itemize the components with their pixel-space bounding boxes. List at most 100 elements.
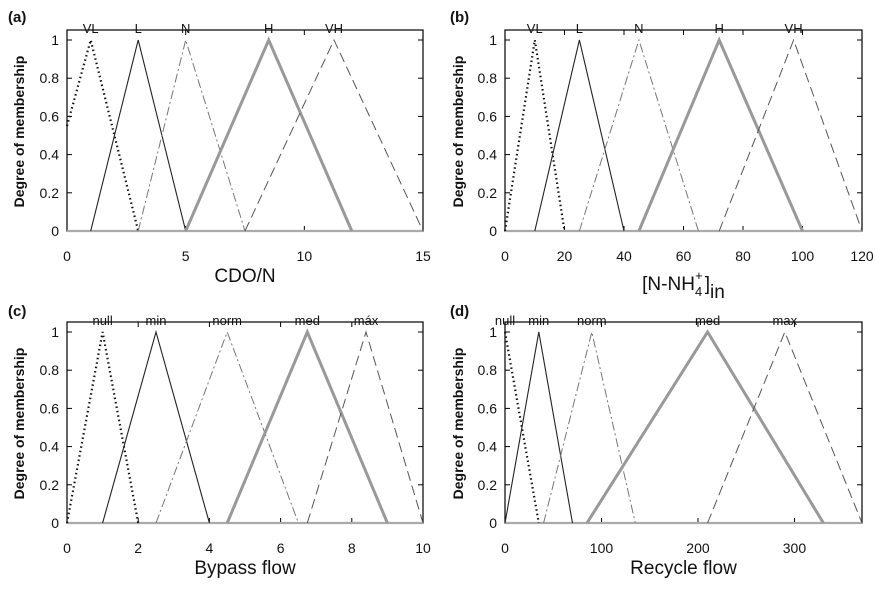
y-tick-label: 1 xyxy=(489,324,497,340)
series-label: med xyxy=(295,313,320,328)
x-tick-label: 100 xyxy=(590,540,614,556)
series-label: N xyxy=(181,21,190,36)
series-l-line xyxy=(90,39,187,232)
y-axis-label: Degree of membership xyxy=(450,348,466,500)
series-vh-line xyxy=(244,38,424,232)
series-h-line xyxy=(184,36,354,232)
x-tick-label: 6 xyxy=(277,540,285,556)
y-tick-label: 0.4 xyxy=(40,439,60,455)
x-tick-label: 120 xyxy=(850,248,874,264)
series-label: VH xyxy=(785,21,803,36)
x-tick-label: 10 xyxy=(415,540,431,556)
series-label: H xyxy=(264,21,273,36)
x-tick-label: 0 xyxy=(501,540,509,556)
series-max-line xyxy=(707,330,863,524)
series-label: med xyxy=(695,313,720,328)
y-tick-label: 1 xyxy=(489,32,497,48)
y-axis-label: Degree of membership xyxy=(11,56,27,208)
panel-label: (d) xyxy=(450,303,469,320)
y-tick-label: 0.6 xyxy=(40,400,60,416)
y-tick-label: 0 xyxy=(51,223,59,239)
x-tick-label: 60 xyxy=(676,248,692,264)
y-axis-label: Degree of membership xyxy=(11,348,27,500)
series-label: null xyxy=(495,313,515,328)
series-label: null xyxy=(92,313,112,328)
y-tick-label: 1 xyxy=(51,324,59,340)
panel-label: (c) xyxy=(8,303,26,320)
series-label: min xyxy=(146,313,167,328)
series-vh-line xyxy=(718,38,863,232)
y-tick-label: 1 xyxy=(51,32,59,48)
y-tick-label: 0.8 xyxy=(40,70,60,86)
series-norm-line xyxy=(543,331,636,524)
y-tick-label: 0.6 xyxy=(40,108,60,124)
y-tick-label: 0 xyxy=(489,515,497,531)
series-l-line xyxy=(534,39,625,232)
x-tick-label: 0 xyxy=(501,248,509,264)
series-h-line xyxy=(637,36,804,232)
x-axis-label: CDO/N xyxy=(214,266,275,287)
y-tick-label: 0.4 xyxy=(40,147,60,163)
series-label: L xyxy=(135,21,142,36)
series-label: VL xyxy=(83,21,99,36)
series-label: norm xyxy=(577,313,607,328)
x-axis-label: [N-NH4+]in xyxy=(642,268,725,303)
x-tick-label: 0 xyxy=(63,248,71,264)
series-vl-line xyxy=(65,35,140,232)
y-tick-label: 0.4 xyxy=(478,439,498,455)
series-label: VL xyxy=(527,21,543,36)
series-med-line xyxy=(225,328,389,524)
y-tick-label: 0.2 xyxy=(478,477,498,493)
x-tick-label: 4 xyxy=(206,540,214,556)
series-label: H xyxy=(715,21,724,36)
y-tick-label: 0 xyxy=(489,223,497,239)
series-med-line xyxy=(585,329,825,524)
panel-b: (b) 0 0.2 0.4 0.6 0.8 1 0 20 40 60 80 100 120 Degree o… xyxy=(450,9,874,303)
series-label: min xyxy=(528,313,549,328)
x-tick-label: 80 xyxy=(735,248,751,264)
x-tick-label: 15 xyxy=(415,248,431,264)
axes-frame xyxy=(66,29,424,232)
series-min-line xyxy=(504,331,574,524)
panel-label: (a) xyxy=(8,9,26,26)
series-label: L xyxy=(576,21,583,36)
panel-label: (b) xyxy=(450,9,469,26)
x-axis-label: Recycle flow xyxy=(630,558,737,579)
series-label: VH xyxy=(325,21,343,36)
x-tick-label: 200 xyxy=(686,540,710,556)
x-tick-label: 20 xyxy=(557,248,573,264)
series-máx-line xyxy=(306,330,424,524)
x-tick-label: 100 xyxy=(791,248,815,264)
axes-frame xyxy=(504,321,863,524)
x-tick-label: 5 xyxy=(182,248,190,264)
series-min-line xyxy=(102,329,210,524)
x-tick-label: 40 xyxy=(616,248,632,264)
y-tick-label: 0.6 xyxy=(478,108,498,124)
y-tick-label: 0.2 xyxy=(478,185,498,201)
series-n-line xyxy=(578,38,699,232)
axes-frame xyxy=(66,321,424,524)
x-tick-label: 300 xyxy=(783,540,807,556)
series-label: N xyxy=(634,21,643,36)
x-axis-label: Bypass flow xyxy=(194,558,296,579)
series-label: norm xyxy=(212,313,242,328)
series-norm-line xyxy=(155,330,299,524)
series-vl-line xyxy=(503,39,566,232)
y-tick-label: 0.8 xyxy=(40,362,60,378)
x-tick-label: 0 xyxy=(63,540,71,556)
series-null-line xyxy=(503,331,540,524)
series-label: máx xyxy=(354,313,379,328)
y-tick-label: 0.6 xyxy=(478,400,498,416)
y-tick-label: 0.8 xyxy=(478,362,498,378)
x-tick-label: 8 xyxy=(348,540,356,556)
y-tick-label: 0.4 xyxy=(478,147,498,163)
series-null-line xyxy=(65,331,140,524)
y-tick-label: 0.8 xyxy=(478,70,498,86)
y-tick-label: 0 xyxy=(51,515,59,531)
series-label: max xyxy=(773,313,798,328)
y-tick-label: 0.2 xyxy=(40,477,60,493)
y-tick-label: 0.2 xyxy=(40,185,60,201)
